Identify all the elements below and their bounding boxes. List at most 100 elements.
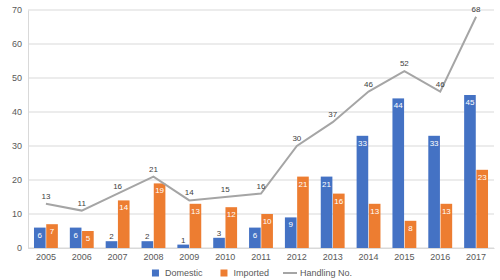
line-label: 21 <box>149 165 158 174</box>
bar-label: 9 <box>288 220 293 229</box>
y-tick: 70 <box>12 5 28 15</box>
bar-label: 6 <box>38 231 43 240</box>
bar <box>428 136 440 248</box>
x-tick: 2016 <box>430 248 450 262</box>
bar <box>369 204 381 248</box>
y-tick-label: 70 <box>12 5 22 15</box>
y-tick-label: 0 <box>17 243 22 253</box>
legend: Domestic Imported Handling No. <box>152 268 352 278</box>
plot: 0102030405060702005200620072008200920102… <box>12 5 495 263</box>
bar-label: 5 <box>86 234 91 243</box>
line <box>46 17 476 211</box>
bar <box>142 241 154 248</box>
x-tick: 2005 <box>36 248 56 262</box>
bar <box>82 231 94 248</box>
x-axis: 2005200620072008200920102011201220132014… <box>29 248 495 262</box>
bar-label: 2 <box>145 232 150 241</box>
bar <box>405 221 417 248</box>
bar <box>392 98 404 248</box>
bar <box>106 241 118 248</box>
legend-item: Imported <box>220 268 269 278</box>
bar <box>118 200 130 248</box>
bar <box>177 245 189 248</box>
bar-label: 1 <box>181 236 186 245</box>
legend-swatch <box>152 270 159 277</box>
y-axis: 010203040506070 <box>12 5 29 253</box>
grid-line <box>28 214 494 215</box>
y-tick: 30 <box>12 141 28 151</box>
data-labels: 6622136921334433457514191312102116138132… <box>38 5 488 245</box>
x-tick: 2012 <box>287 248 307 262</box>
bar <box>357 136 369 248</box>
bar <box>70 228 82 248</box>
bar-label: 13 <box>370 207 379 216</box>
legend-label: Domestic <box>165 268 203 278</box>
bar-label: 14 <box>119 203 128 212</box>
bar <box>476 170 488 248</box>
bar-series <box>34 95 476 248</box>
line-label: 14 <box>185 188 194 197</box>
y-tick: 50 <box>12 73 28 83</box>
y-tick-label: 50 <box>12 73 22 83</box>
x-tick: 2015 <box>394 248 414 262</box>
line-label: 46 <box>364 80 373 89</box>
bar-label: 13 <box>191 207 200 216</box>
grid-line <box>28 146 494 147</box>
legend-swatch <box>220 270 227 277</box>
x-tick: 2013 <box>323 248 343 262</box>
x-tick-label: 2010 <box>215 252 235 262</box>
x-tick-label: 2017 <box>466 252 486 262</box>
grid-line <box>28 248 494 249</box>
legend-item: Handling No. <box>283 268 352 278</box>
y-tick-label: 60 <box>12 39 22 49</box>
bar <box>464 95 476 248</box>
grid-line <box>28 44 494 45</box>
grid-line <box>28 112 494 113</box>
x-tick-label: 2015 <box>394 252 414 262</box>
y-tick-label: 40 <box>12 107 22 117</box>
y-tick-label: 30 <box>12 141 22 151</box>
y-axis-line <box>28 11 29 249</box>
grid-line <box>28 78 494 79</box>
y-tick-label: 10 <box>12 209 22 219</box>
legend-item: Domestic <box>152 268 203 278</box>
chart: 0102030405060702005200620072008200920102… <box>0 0 500 280</box>
grid-line <box>28 10 494 11</box>
bar-label: 7 <box>50 227 55 236</box>
y-tick: 60 <box>12 39 28 49</box>
bar-label: 19 <box>155 186 164 195</box>
line-label: 16 <box>257 182 266 191</box>
x-tick: 2017 <box>466 248 486 262</box>
x-tick: 2014 <box>359 248 379 262</box>
bar <box>46 224 58 248</box>
line-label: 37 <box>328 110 337 119</box>
x-tick-label: 2009 <box>179 252 199 262</box>
bar-label: 44 <box>394 101 403 110</box>
line-label: 52 <box>400 59 409 68</box>
bar-label: 3 <box>217 229 222 238</box>
bar-label: 21 <box>322 180 331 189</box>
bar-label: 6 <box>73 231 78 240</box>
bar-label: 16 <box>334 197 343 206</box>
bar-label: 13 <box>442 207 451 216</box>
line-label: 68 <box>472 5 481 14</box>
x-tick-label: 2014 <box>359 252 379 262</box>
line-label: 15 <box>221 185 230 194</box>
x-tick: 2007 <box>108 248 128 262</box>
y-tick: 40 <box>12 107 28 117</box>
x-tick-label: 2008 <box>143 252 163 262</box>
bar <box>213 238 225 248</box>
marks <box>34 17 488 248</box>
y-tick: 10 <box>12 209 28 219</box>
bar <box>190 204 202 248</box>
x-tick: 2008 <box>143 248 163 262</box>
bar-label: 23 <box>478 173 487 182</box>
legend-label: Imported <box>233 268 269 278</box>
line-label: 16 <box>113 182 122 191</box>
y-tick: 0 <box>17 243 28 253</box>
x-tick: 2011 <box>251 248 270 262</box>
bar-label: 33 <box>430 139 439 148</box>
bar-label: 8 <box>408 224 413 233</box>
bar-label: 6 <box>253 231 258 240</box>
bar <box>154 183 166 248</box>
